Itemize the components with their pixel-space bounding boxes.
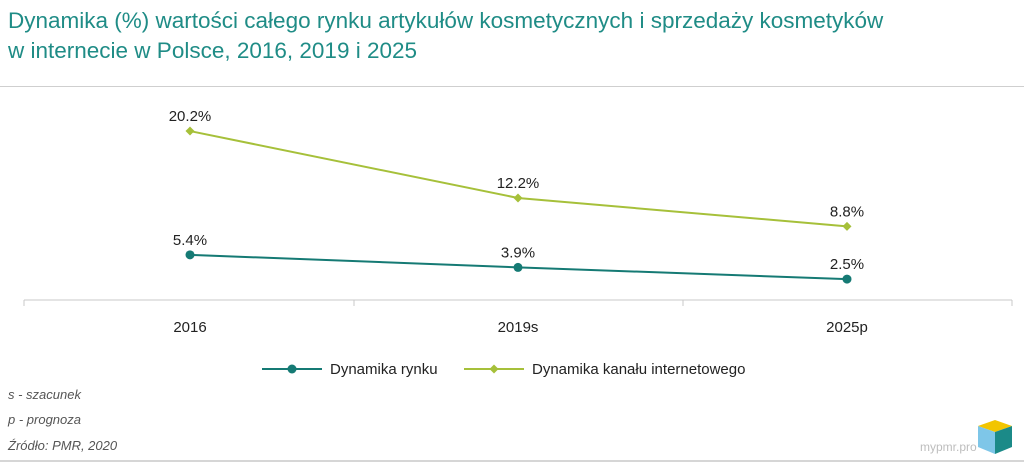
data-label: 5.4% [173, 232, 207, 249]
data-point [185, 126, 195, 136]
data-point [513, 262, 523, 272]
data-point [842, 221, 852, 231]
title-divider [0, 86, 1024, 87]
legend-marker-1 [489, 364, 499, 374]
title-line-1: Dynamika (%) wartości całego rynku artyk… [8, 8, 884, 33]
note-estimate: s - szacunek [8, 387, 81, 402]
legend-label-0: Dynamika rynku [330, 361, 438, 378]
data-label: 3.9% [501, 244, 535, 261]
brand-text: mypmr.pro [920, 440, 977, 454]
data-label: 2.5% [830, 256, 864, 273]
data-label: 20.2% [169, 108, 212, 125]
data-label: 12.2% [497, 175, 540, 192]
bottom-divider [0, 460, 1024, 462]
data-point [513, 193, 523, 203]
data-point [185, 250, 195, 260]
x-tick-label: 2016 [173, 319, 206, 336]
data-point [842, 274, 852, 284]
chart-title: Dynamika (%) wartości całego rynku artyk… [8, 6, 1008, 66]
data-label: 8.8% [830, 203, 864, 220]
source-note: Źródło: PMR, 2020 [8, 438, 118, 453]
legend-marker-0 [287, 364, 297, 374]
legend-label-1: Dynamika kanału internetowego [532, 361, 745, 378]
pmr-logo-icon [978, 420, 1012, 454]
note-forecast: p - prognoza [8, 412, 81, 427]
x-tick-label: 2025p [826, 319, 868, 336]
x-tick-label: 2019s [498, 319, 539, 336]
line-chart: 2016 2019s 2025p 5.4% 3.9% 2.5% 20.2% 12.2% 8.8%… [23, 108, 1013, 378]
title-line-2: w internecie w Polsce, 2016, 2019 i 2025 [8, 38, 418, 63]
